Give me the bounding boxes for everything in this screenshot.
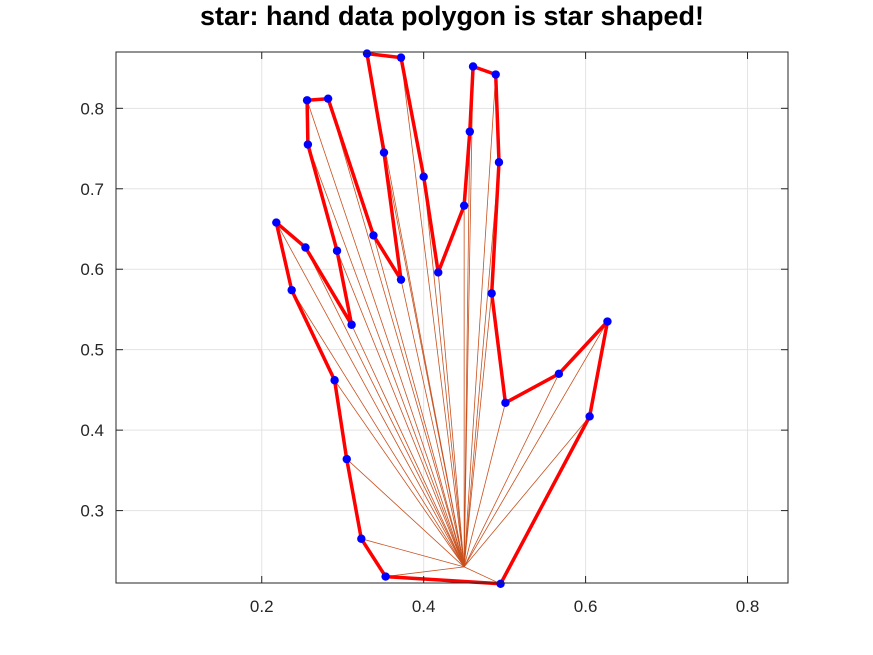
spoke-line: [336, 250, 465, 568]
vertex-point: [332, 246, 342, 255]
vertex-point: [301, 243, 310, 252]
vertex-point: [585, 412, 594, 421]
vertex-point: [330, 376, 339, 385]
vertex-point: [459, 201, 469, 210]
y-tick-label: 0.6: [80, 260, 104, 279]
spoke-line: [275, 222, 465, 568]
vertex-point: [419, 172, 428, 181]
vertex-point: [287, 285, 296, 295]
spoke-line: [305, 247, 465, 568]
spoke-line: [463, 162, 500, 567]
vertex-point: [379, 148, 389, 157]
vertex-point: [491, 70, 500, 79]
vertex-point: [396, 53, 406, 62]
y-tick-label: 0.8: [80, 99, 104, 118]
x-tick-label: 0.8: [736, 597, 760, 616]
spoke-line: [361, 538, 465, 568]
vertex-point: [487, 289, 496, 298]
vertex-point: [554, 369, 564, 379]
vertex-point: [272, 218, 281, 227]
polygon-outline: [274, 51, 610, 586]
vertex-point: [501, 398, 510, 407]
spoke-line: [463, 321, 608, 568]
spoke-line: [463, 131, 471, 567]
spoke-line: [463, 293, 493, 567]
vertex-point: [496, 579, 505, 589]
spoke-line: [346, 458, 465, 568]
y-tick-label: 0.4: [80, 421, 104, 440]
spoke-line: [463, 373, 560, 568]
spoke-line: [351, 324, 465, 568]
vertex-point: [396, 275, 406, 284]
spokes: [275, 53, 608, 585]
spoke-line: [383, 152, 465, 567]
y-tick-label: 0.7: [80, 180, 104, 199]
spoke-line: [437, 272, 465, 567]
vertex-point: [434, 268, 443, 277]
vertices: [272, 49, 612, 589]
spoke-line: [463, 74, 497, 567]
vertex-point: [323, 94, 333, 103]
vertex-point: [357, 534, 366, 543]
vertex-point: [302, 96, 312, 105]
spoke-line: [373, 235, 465, 568]
y-tick-label: 0.5: [80, 341, 104, 360]
vertex-point: [369, 231, 378, 240]
x-tick-label: 0.4: [412, 597, 436, 616]
vertex-point: [468, 62, 478, 71]
x-ticks: 0.2 0.4 0.6 0.8: [250, 52, 759, 616]
axes-box: [115, 51, 789, 584]
spoke-line: [463, 566, 501, 585]
spoke-line: [306, 100, 465, 568]
spoke-line: [463, 416, 590, 568]
chart-title: star: hand data polygon is star shaped!: [200, 1, 704, 31]
vertex-point: [362, 49, 372, 58]
spoke-line: [291, 289, 465, 568]
spoke-line: [385, 566, 465, 577]
spoke-line: [307, 144, 465, 568]
hand-polygon-line: [274, 51, 610, 586]
spoke-line: [463, 402, 506, 568]
x-tick-label: 0.6: [574, 597, 598, 616]
vertex-point: [303, 140, 313, 149]
spoke-line: [400, 57, 465, 567]
vertex-point: [347, 320, 356, 329]
spoke-line: [400, 279, 465, 567]
spoke-line: [327, 98, 465, 568]
spoke-line: [334, 380, 465, 568]
spoke-line: [423, 176, 465, 567]
vertex-point: [381, 572, 390, 581]
vertex-point: [494, 158, 504, 167]
vertex-point: [342, 454, 351, 464]
y-tick-label: 0.3: [80, 502, 104, 521]
vertex-point: [465, 127, 475, 136]
x-tick-label: 0.2: [250, 597, 274, 616]
y-ticks: 0.3 0.4 0.5 0.6 0.7 0.8: [80, 99, 788, 521]
vertex-point: [603, 317, 612, 326]
